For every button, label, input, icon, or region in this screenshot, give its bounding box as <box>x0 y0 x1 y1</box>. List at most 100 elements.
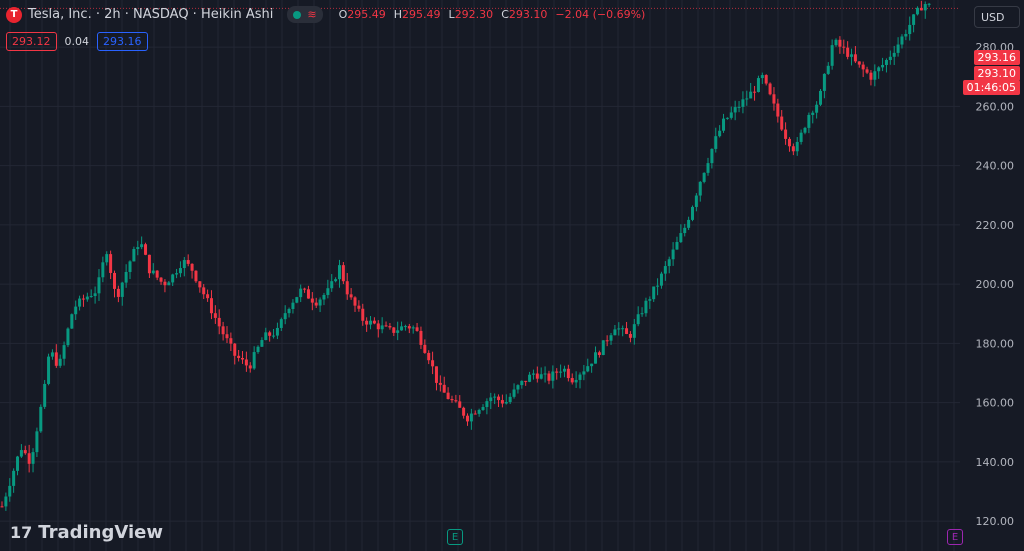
candle-body <box>675 242 679 250</box>
candle-body <box>43 383 47 407</box>
symbol-title[interactable]: Tesla, Inc. · 2h · NASDAQ · Heikin Ashi <box>28 7 274 22</box>
candle-body <box>101 262 105 278</box>
candle-body <box>450 398 454 401</box>
last-price-tag: 293.10 <box>973 66 1020 81</box>
candle-body <box>749 91 753 99</box>
candle-body <box>621 328 625 330</box>
candle-body <box>834 39 838 46</box>
candle-body <box>365 320 369 325</box>
candle-body <box>795 141 799 152</box>
candle-body <box>756 78 760 92</box>
candle-body <box>337 265 341 280</box>
candle-body <box>884 60 888 65</box>
candle-body <box>466 415 469 422</box>
candle-body <box>58 358 62 366</box>
candle-body <box>268 332 272 336</box>
candle-body <box>667 259 671 267</box>
candle-body <box>613 329 617 336</box>
candle-body <box>737 106 741 108</box>
candle-body <box>144 244 148 255</box>
candle-body <box>477 409 481 414</box>
candle-body <box>66 328 70 346</box>
candle-body <box>225 334 229 339</box>
candle-body <box>570 378 574 383</box>
earnings-marker-icon[interactable]: E <box>447 529 463 545</box>
candle-body <box>865 69 869 73</box>
candle-body <box>869 72 873 80</box>
candle-body <box>787 138 791 147</box>
candle-body <box>632 324 636 338</box>
candle-body <box>648 299 652 301</box>
candle-body <box>516 385 520 390</box>
candle-body <box>919 7 923 11</box>
candle-body <box>303 288 307 290</box>
y-tick-label: 140.00 <box>976 456 1015 469</box>
candle-body <box>186 260 190 264</box>
candle-body <box>427 352 431 361</box>
earnings-marker-icon[interactable]: E <box>947 529 963 545</box>
candle-body <box>799 132 803 142</box>
candle-body <box>334 279 338 282</box>
ask-price[interactable]: 293.16 <box>97 32 148 51</box>
candle-body <box>722 118 726 131</box>
candle-body <box>400 326 404 331</box>
candle-body <box>252 352 256 369</box>
candle-body <box>380 325 384 330</box>
candle-body <box>628 333 632 338</box>
candle-body <box>857 61 861 65</box>
candle-body <box>372 320 376 324</box>
ohlc-high: H295.49 <box>393 8 441 21</box>
candle-body <box>698 181 702 196</box>
candle-body <box>535 373 539 379</box>
candle-body <box>411 327 415 329</box>
tradingview-branding[interactable]: 17 TradingView <box>10 522 163 543</box>
candle-body <box>136 247 140 249</box>
candle-body <box>178 268 182 274</box>
candle-body <box>50 352 54 357</box>
candle-body <box>562 368 566 372</box>
candle-body <box>605 340 609 342</box>
candle-body <box>159 277 163 282</box>
candle-body <box>221 326 225 335</box>
candle-body <box>826 65 830 74</box>
status-pill[interactable]: ≋ <box>287 6 323 23</box>
candle-body <box>838 39 842 47</box>
candle-body <box>78 298 82 307</box>
candle-body <box>815 104 819 113</box>
candle-body <box>27 453 31 464</box>
candle-body <box>194 270 198 282</box>
candle-body <box>842 46 846 48</box>
candle-body <box>167 282 171 286</box>
candle-body <box>112 272 116 289</box>
candle-body <box>423 344 427 353</box>
candle-body <box>132 248 136 262</box>
candle-body <box>702 172 706 182</box>
candle-body <box>322 294 326 300</box>
candle-body <box>81 298 85 300</box>
candle-body <box>489 397 493 402</box>
candle-body <box>846 47 850 57</box>
candle-body <box>469 413 473 422</box>
candle-body <box>504 402 508 404</box>
candle-body <box>772 94 776 104</box>
ohlc-open: O295.49 <box>338 8 386 21</box>
candle-body <box>341 265 345 282</box>
candle-body <box>458 401 462 408</box>
candle-body <box>361 308 365 321</box>
candle-body <box>357 305 361 309</box>
candle-body <box>714 136 718 149</box>
tesla-logo-icon: T <box>6 6 22 23</box>
candle-body <box>904 34 908 37</box>
candle-body <box>679 233 683 243</box>
candle-body <box>725 117 729 119</box>
candle-body <box>442 384 446 393</box>
candle-body <box>244 359 248 366</box>
candle-body <box>241 357 245 360</box>
candle-body <box>733 107 737 113</box>
bid-price[interactable]: 293.12 <box>6 32 57 51</box>
candle-body <box>923 4 927 11</box>
candle-body <box>279 319 283 328</box>
currency-selector[interactable]: USD <box>974 6 1020 28</box>
candle-body <box>811 112 815 115</box>
